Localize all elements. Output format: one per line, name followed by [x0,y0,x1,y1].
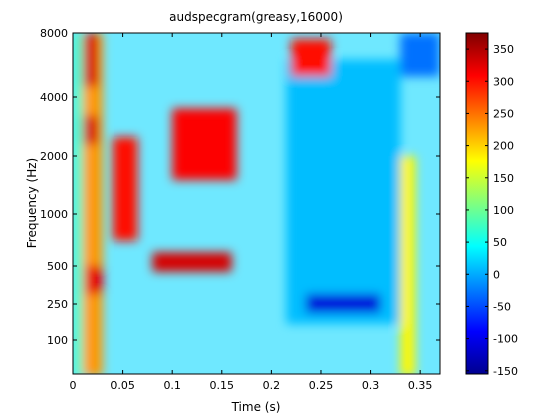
colorbar: -150 -100 -50 0 50 100 150 200 250 300 350 [465,32,518,378]
spectrogram-region [82,33,98,87]
colorbar-tick-label: 50 [493,236,507,249]
spectrogram-heatmap [73,33,440,374]
spectrogram-region [152,252,232,272]
colorbar-ticks: -150 -100 -50 0 50 100 150 200 250 300 350 [466,43,518,378]
colorbar-tick-label: 200 [493,140,514,153]
y-tick-label: 100 [47,334,68,347]
y-tick-label: 4000 [40,91,68,104]
y-tick-label: 500 [47,260,68,273]
x-tick-label: 0.15 [210,379,235,392]
colorbar-tick-label: -150 [493,365,518,378]
spectrogram-region [306,294,381,313]
y-tick-label: 250 [47,298,68,311]
y-axis-label: Frequency (Hz) [25,158,39,249]
x-tick-label: 0.2 [263,379,281,392]
y-axis: 100 250 500 1000 2000 4000 8000 [40,27,440,347]
y-tick-label: 1000 [40,208,68,221]
colorbar-tick-label: 250 [493,107,514,120]
colorbar-tick-label: 0 [493,268,500,281]
x-tick-label: 0.05 [110,379,135,392]
x-axis: 0 0.05 0.1 0.15 0.2 0.25 0.3 0.35 [70,33,433,392]
x-tick-label: 0.3 [362,379,380,392]
plot-frame [72,32,441,375]
x-tick-label: 0.25 [309,379,334,392]
colorbar-tick-label: 100 [493,204,514,217]
spectrogram-region [286,59,401,325]
x-tick-label: 0 [70,379,77,392]
colorbar-tick-label: -50 [493,300,511,313]
spectrogram-region [82,115,98,145]
energy-regions [73,33,440,374]
spectrogram-region [112,137,138,241]
spectrogram-region [291,38,331,77]
spectrogram-region [400,156,416,374]
colorbar-tick-label: 150 [493,172,514,185]
plot-area [72,32,441,375]
colorbar-tick-label: -100 [493,333,518,346]
chart-title: audspecgram(greasy,16000) [169,10,343,24]
y-tick-label: 2000 [40,150,68,163]
y-tick-label: 8000 [40,27,68,40]
spectrogram-region [73,33,83,374]
colorbar-tick-label: 300 [493,75,514,88]
x-axis-label: Time (s) [231,400,281,414]
x-tick-label: 0.35 [408,379,433,392]
spectrogram-region [400,33,440,77]
spectrogram-region [84,266,103,295]
x-tick-label: 0.1 [163,379,181,392]
spectrogram-region [172,108,237,181]
colorbar-tick-label: 350 [493,43,514,56]
colorbar-gradient [465,32,489,375]
